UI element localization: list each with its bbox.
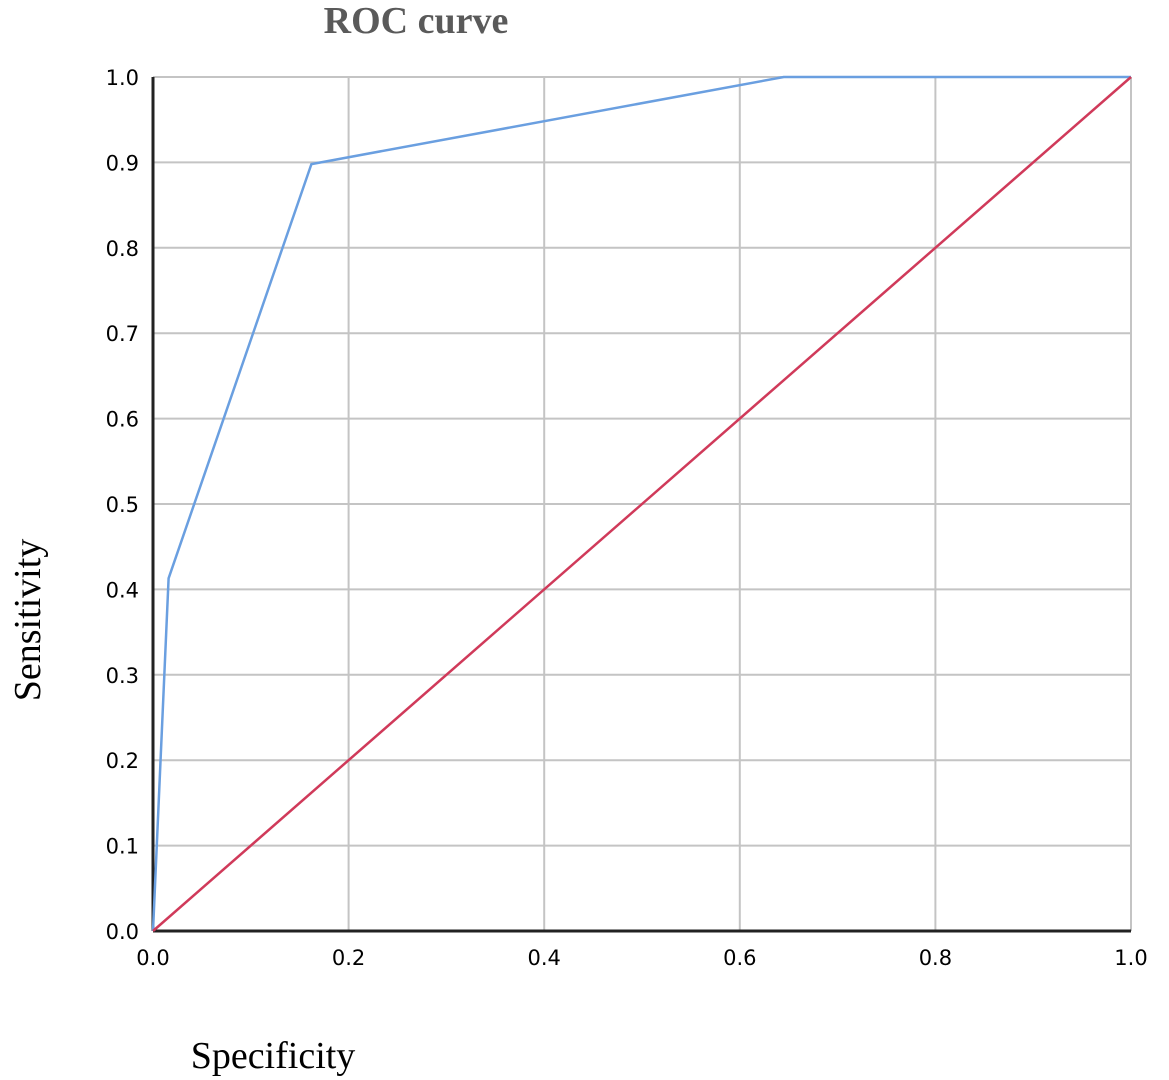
y-tick-label: 0.4 xyxy=(106,578,139,602)
y-tick-label: 0.2 xyxy=(106,749,139,773)
series-lines xyxy=(151,75,1132,932)
y-tick-label: 0.0 xyxy=(106,920,139,944)
roc-curve-line xyxy=(151,75,1131,932)
y-tick-label: 0.1 xyxy=(106,835,139,859)
chart-title: ROC curve xyxy=(324,0,509,42)
tick-labels: 0.0 0.1 0.2 0.3 0.4 0.5 0.6 0.7 0.8 0.9 1.0 0.0 0.2 0… xyxy=(106,66,1148,970)
x-tick-label: 0.0 xyxy=(136,946,169,970)
y-tick-label: 0.3 xyxy=(106,664,139,688)
y-tick-label: 1.0 xyxy=(106,66,139,90)
x-tick-label: 0.8 xyxy=(919,946,952,970)
y-tick-label: 0.8 xyxy=(106,237,139,261)
y-tick-label: 0.7 xyxy=(106,322,139,346)
x-tick-label: 0.4 xyxy=(527,946,560,970)
axes xyxy=(151,77,1131,933)
reference-line xyxy=(152,76,1132,932)
y-axis-title: Sensitivity xyxy=(7,539,49,702)
x-axis-title: Specificity xyxy=(191,1035,356,1077)
x-tick-label: 1.0 xyxy=(1114,946,1147,970)
x-tick-label: 0.6 xyxy=(723,946,756,970)
y-tick-label: 0.9 xyxy=(106,151,139,175)
x-tick-label: 0.2 xyxy=(332,946,365,970)
y-tick-label: 0.6 xyxy=(106,408,139,432)
y-tick-label: 0.5 xyxy=(106,493,139,517)
